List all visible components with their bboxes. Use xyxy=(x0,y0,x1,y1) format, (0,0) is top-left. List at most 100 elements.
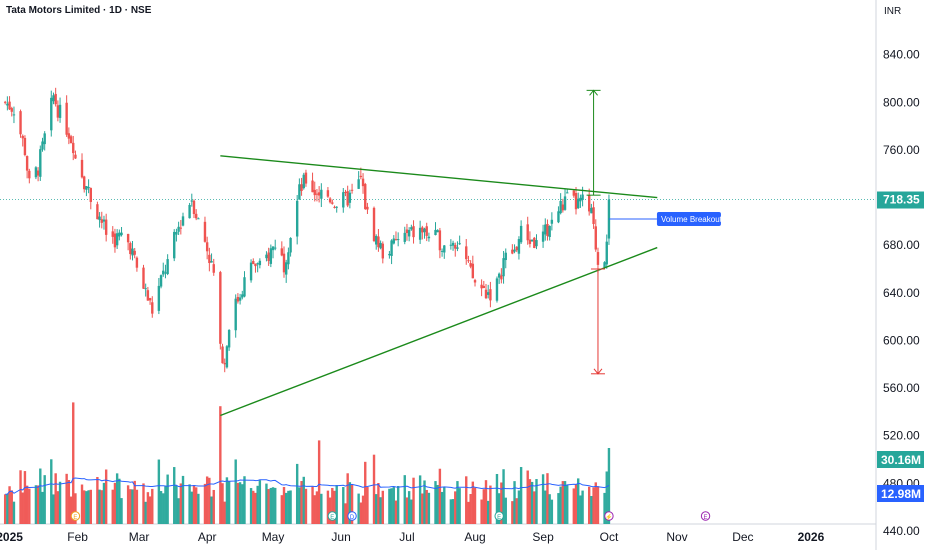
volume-bar xyxy=(449,499,453,524)
volume-bar xyxy=(148,496,152,524)
volume-bar xyxy=(142,483,145,524)
volume-bar xyxy=(605,471,608,524)
volume-bar xyxy=(572,488,576,524)
candle-body xyxy=(67,133,71,139)
candle-body xyxy=(188,204,191,219)
candle-body xyxy=(100,219,103,223)
candle-body xyxy=(177,226,180,232)
candle-body xyxy=(530,239,534,242)
candle-body xyxy=(410,227,413,230)
volume-bar xyxy=(438,468,442,524)
volume-bar xyxy=(366,486,369,524)
volume-bar xyxy=(100,490,103,524)
candle-body xyxy=(146,290,150,301)
volume-breakout-label: Volume Breakout xyxy=(661,215,723,224)
upside-target-arrow[interactable] xyxy=(586,89,601,196)
volume-bar xyxy=(566,484,569,524)
candle-body xyxy=(129,243,132,255)
candle-body xyxy=(205,242,209,252)
volume-bar xyxy=(188,484,191,524)
earnings-event-marker[interactable] xyxy=(327,511,338,521)
candle-body xyxy=(423,228,426,233)
volume-bar xyxy=(427,492,431,524)
time-tick-label: Jun xyxy=(331,530,350,544)
candle-body xyxy=(342,192,345,208)
candle-body xyxy=(304,172,308,184)
event-markers[interactable]: E E D E ⚡ E xyxy=(70,511,711,521)
candle-body xyxy=(344,191,347,193)
volume-bar xyxy=(50,459,53,524)
volume-bar xyxy=(557,493,560,524)
volume-badge-1: 30.16M xyxy=(877,451,924,468)
volume-bar xyxy=(177,498,180,524)
volume-bar xyxy=(133,480,136,524)
volume-bar xyxy=(392,487,395,524)
volume-bar xyxy=(12,501,16,524)
candle-body xyxy=(115,233,119,246)
earnings-event-marker[interactable] xyxy=(604,511,614,521)
earnings-event-marker[interactable] xyxy=(700,511,711,521)
volume-bar xyxy=(162,493,165,524)
candle-body xyxy=(80,159,84,178)
candle-body xyxy=(331,202,334,204)
volume-bar xyxy=(151,488,154,524)
volume-bar xyxy=(241,484,244,524)
volume-bar xyxy=(541,474,545,524)
volume-bar xyxy=(298,487,301,524)
candle-body xyxy=(480,284,483,289)
volume-bar xyxy=(594,482,597,524)
candle-body xyxy=(418,227,422,240)
candle-body xyxy=(405,229,409,234)
candle-body xyxy=(142,267,145,289)
volume-bar xyxy=(87,490,90,524)
candle-body xyxy=(144,288,147,290)
candle-body xyxy=(175,231,178,235)
candle-body xyxy=(74,154,77,159)
volume-bar xyxy=(412,477,415,524)
candlesticks xyxy=(3,87,611,373)
volume-bar xyxy=(300,481,303,524)
volume-bar xyxy=(502,469,505,524)
triangle-lower-trendline[interactable] xyxy=(220,246,658,417)
volume-breakout-callout[interactable]: Volume Breakout xyxy=(656,211,723,226)
price-tick-label: 600.00 xyxy=(883,333,920,347)
earnings-event-marker[interactable] xyxy=(70,511,81,521)
candle-body xyxy=(148,298,152,301)
candle-body xyxy=(533,237,536,249)
volume-bar xyxy=(423,480,426,524)
last-price-badge: 718.35 xyxy=(877,191,924,209)
candle-body xyxy=(366,206,369,210)
candle-body xyxy=(126,233,130,243)
volume-bar xyxy=(25,485,29,524)
candle-body xyxy=(326,190,330,197)
candle-body xyxy=(267,252,270,261)
candle-body xyxy=(407,230,411,237)
downside-target-arrow[interactable] xyxy=(590,268,605,375)
candle-body xyxy=(392,238,395,244)
candle-body xyxy=(451,242,455,246)
candle-body xyxy=(335,206,338,208)
volume-bar xyxy=(335,485,338,524)
event-marker-glyph: ⚡ xyxy=(605,513,612,521)
volume-bar xyxy=(320,493,323,524)
triangle-upper-trendline[interactable] xyxy=(220,155,658,199)
volume-bar xyxy=(333,490,336,524)
volume-bar xyxy=(390,488,393,524)
earnings-event-marker[interactable] xyxy=(494,511,504,521)
volume-badge-2: 12.98M xyxy=(877,485,924,502)
time-tick-label: May xyxy=(262,530,285,544)
currency-label: INR xyxy=(884,6,901,17)
candle-body xyxy=(21,135,24,139)
price-tick-label: 560.00 xyxy=(883,381,920,395)
time-axis-ticks: 2025 Feb Mar Apr May Jun Jul Aug Sep Oct Nov Dec 202… xyxy=(0,530,825,544)
volume-bar xyxy=(23,471,27,524)
candle-body xyxy=(41,141,44,150)
candle-body xyxy=(52,95,55,102)
volume-bar xyxy=(313,495,316,524)
volume-bar xyxy=(607,448,611,524)
volume-bar xyxy=(113,482,117,524)
earnings-event-marker[interactable] xyxy=(347,511,357,521)
volume-moving-average-line xyxy=(5,477,610,495)
volume-bar xyxy=(52,494,55,524)
